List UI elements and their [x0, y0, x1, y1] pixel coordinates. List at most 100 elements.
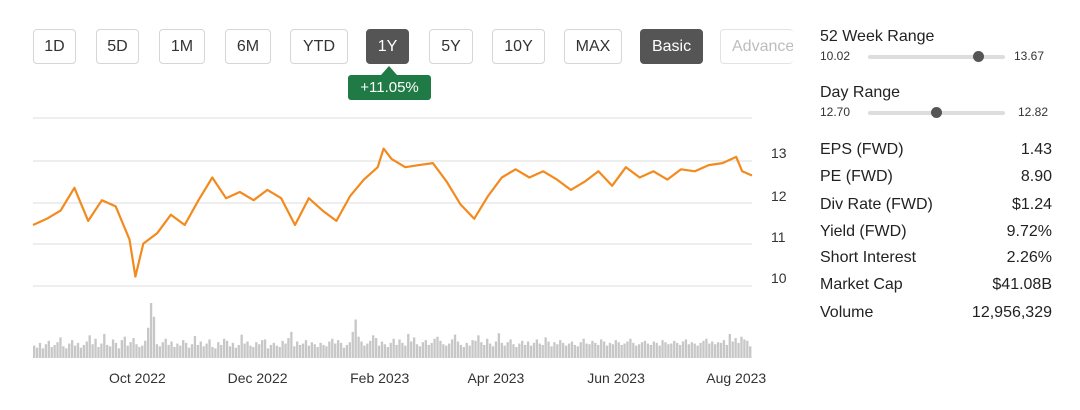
volume-bar: [228, 346, 232, 358]
stat-volume: Volume 12,956,329: [820, 304, 1052, 322]
volume-bar: [129, 342, 132, 358]
volume-bar: [445, 345, 448, 358]
volume-bar: [149, 303, 153, 358]
basic-mode-button[interactable]: Basic: [640, 29, 703, 64]
volume-bar: [503, 345, 506, 358]
volume-bar: [512, 344, 515, 358]
volume-bar: [743, 339, 746, 358]
range-button-1d[interactable]: 1D: [33, 29, 76, 64]
volume-bar: [328, 341, 331, 358]
volume-bar: [670, 343, 673, 358]
volume-bar: [494, 341, 498, 358]
volume-bar: [392, 338, 395, 358]
volume-bar: [199, 341, 202, 358]
range-button-1m[interactable]: 1M: [159, 29, 205, 64]
volume-bar: [594, 342, 597, 358]
volume-bar: [41, 348, 45, 358]
volume-bar: [103, 333, 106, 358]
volume-bar: [138, 347, 141, 358]
volume-bar: [260, 340, 264, 358]
week52-slider-track: [868, 51, 1005, 62]
volume-bar: [85, 341, 88, 358]
volume-bar: [436, 336, 439, 358]
advanced-mode-button[interactable]: Advanced: [720, 29, 793, 64]
volume-bar: [217, 342, 220, 358]
volume-bar: [342, 347, 346, 358]
volume-bar: [158, 346, 162, 358]
volume-bar: [579, 342, 582, 358]
range-button-10y[interactable]: 10Y: [492, 29, 545, 64]
x-tick-label: Dec 2022: [228, 370, 288, 386]
volume-bar: [35, 347, 39, 358]
volume-bar: [564, 345, 568, 358]
range-button-ytd[interactable]: YTD: [290, 29, 348, 64]
volume-bar: [348, 342, 351, 358]
volume-bar: [298, 344, 302, 358]
chart-gridlines: [33, 117, 752, 287]
volume-bar: [638, 344, 641, 358]
volume-bar: [179, 345, 182, 358]
volume-bar: [252, 347, 255, 358]
volume-bar: [307, 345, 311, 358]
volume-bar: [380, 341, 384, 358]
volume-bar: [190, 344, 194, 358]
day-low: 12.70: [820, 105, 851, 119]
volume-bar: [643, 340, 647, 358]
volume-bar: [56, 342, 59, 358]
volume-bar: [412, 337, 416, 358]
volume-bar: [331, 338, 334, 358]
volume-bar: [442, 344, 445, 358]
volume-bar: [249, 345, 252, 358]
volume-bar: [535, 339, 539, 358]
volume-bar: [600, 339, 603, 358]
volume-bar: [222, 338, 226, 358]
volume-bar: [632, 342, 635, 358]
volume-bar: [567, 343, 571, 358]
volume-bar: [532, 342, 536, 358]
range-button-5y[interactable]: 5Y: [429, 29, 473, 64]
volume-bar: [304, 340, 308, 358]
volume-bar: [91, 344, 94, 358]
volume-bar: [211, 347, 214, 358]
stat-yield: Yield (FWD) 9.72%: [820, 223, 1052, 241]
volume-bar: [462, 347, 465, 358]
volume-bar: [354, 319, 357, 358]
volume-bar: [155, 344, 159, 358]
volume-bar: [82, 344, 86, 358]
x-tick-label: Apr 2023: [468, 370, 525, 386]
volume-bar: [664, 342, 667, 358]
volume-bar: [161, 342, 164, 358]
volume-bar: [263, 339, 267, 358]
volume-bar: [570, 341, 574, 358]
volume-bar: [649, 344, 653, 358]
range-button-1y[interactable]: 1Y: [366, 29, 409, 64]
volume-bar: [459, 344, 463, 358]
volume-bar: [705, 338, 708, 358]
volume-bar: [696, 345, 699, 358]
volume-bar: [500, 342, 503, 358]
range-button-max[interactable]: MAX: [564, 29, 622, 64]
volume-bar: [576, 346, 579, 358]
volume-bar: [401, 342, 404, 358]
volume-bar: [716, 342, 720, 358]
volume-bar: [146, 327, 150, 358]
volume-bar: [529, 345, 533, 358]
range-button-6m[interactable]: 6M: [225, 29, 271, 64]
volume-bar: [714, 344, 717, 358]
volume-bar: [509, 339, 512, 358]
x-tick-label: Oct 2022: [109, 370, 166, 386]
volume-bar: [258, 344, 261, 358]
volume-bar: [591, 340, 594, 358]
volume-bar: [301, 343, 305, 358]
volume-bar: [225, 340, 229, 358]
day-slider-knob: [931, 107, 942, 118]
volume-bar: [655, 342, 658, 358]
stat-value: $41.08B: [992, 276, 1052, 293]
stat-market-cap: Market Cap $41.08B: [820, 276, 1052, 294]
volume-bar: [652, 341, 655, 358]
volume-bar: [284, 343, 287, 358]
volume-bar: [453, 334, 457, 358]
volume-bar: [404, 345, 407, 358]
range-button-5d[interactable]: 5D: [96, 29, 139, 64]
volume-bar: [287, 338, 290, 358]
